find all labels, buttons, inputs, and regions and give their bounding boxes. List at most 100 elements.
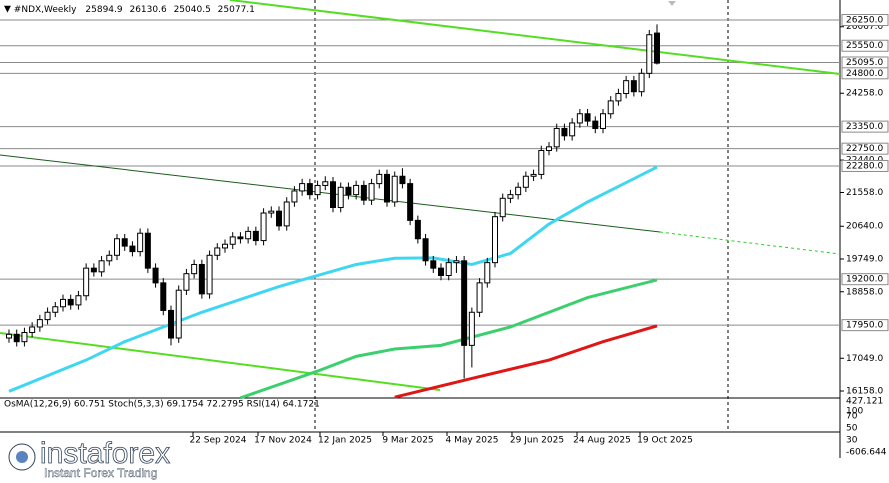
- candle-body: [492, 216, 498, 264]
- candle-body: [121, 238, 128, 247]
- candle-body: [484, 262, 491, 284]
- indicator-scale-label: 50: [846, 424, 858, 434]
- y-tick-label: 21558.0: [846, 188, 883, 198]
- level-box: [841, 142, 889, 155]
- candle-body: [283, 201, 290, 227]
- candle-body: [206, 254, 213, 295]
- level-label: 24800.0: [846, 69, 883, 79]
- candle-body: [584, 113, 591, 122]
- candle-body: [129, 245, 136, 253]
- candle-body: [600, 113, 606, 129]
- high: 26130.6: [129, 5, 166, 15]
- y-tick-label: 20640.0: [846, 222, 883, 232]
- candle-body: [345, 186, 352, 196]
- candle-body: [29, 326, 36, 333]
- candle-body: [607, 100, 614, 115]
- y-tick-label: 26067.0: [846, 22, 883, 32]
- candle-body: [183, 273, 190, 291]
- candle-body: [160, 282, 167, 311]
- candle-body: [391, 175, 398, 203]
- x-tick-label: 17 Nov 2024: [254, 436, 312, 446]
- candle-body: [21, 331, 28, 343]
- level-box: [841, 39, 889, 52]
- candle-body: [399, 175, 406, 185]
- logo-icon: [16, 451, 28, 463]
- candle-body: [576, 113, 583, 124]
- candle-body: [561, 127, 568, 137]
- indicator-header: OsMA(12,26,9) 60.751 Stoch(5,3,3) 69.175…: [4, 400, 320, 410]
- level-box: [841, 159, 889, 172]
- candle-body: [553, 127, 560, 148]
- candle-body: [407, 183, 414, 221]
- candle-body: [90, 267, 97, 273]
- logo-name: instaforex: [40, 437, 170, 470]
- y-tick-label: 24258.0: [846, 89, 883, 99]
- level-label: 22750.0: [846, 144, 883, 154]
- level-box: [841, 273, 889, 286]
- logo: instaforex Instant Forex Trading: [8, 437, 170, 480]
- candle-body: [569, 122, 576, 137]
- candle-body: [376, 173, 383, 185]
- candle-body: [546, 146, 552, 152]
- candle-body: [453, 260, 460, 264]
- trend-line: [659, 231, 841, 255]
- candle-body: [430, 260, 437, 269]
- candle-body: [438, 267, 444, 277]
- indicator-scale-label: 30: [846, 436, 858, 446]
- candle-body: [168, 309, 174, 339]
- candle-body: [538, 150, 545, 175]
- candle-body: [276, 210, 282, 227]
- candle-body: [499, 197, 506, 218]
- header: ▼ #NDX,Weekly 25894.9 26130.6 25040.5 25…: [4, 5, 255, 15]
- trend-line: [229, 0, 841, 75]
- candle-body: [13, 333, 20, 343]
- x-tick-label: 24 Aug 2025: [573, 436, 631, 446]
- level-label: 17950.0: [846, 321, 883, 331]
- candle-body: [52, 306, 59, 313]
- x-tick-label: 4 May 2025: [446, 436, 499, 446]
- candle-body: [414, 219, 421, 240]
- trend-line: [0, 332, 441, 391]
- level-box: [841, 67, 889, 80]
- candle-body: [222, 243, 228, 249]
- candle-body: [507, 194, 514, 199]
- x-tick-label: 19 Oct 2025: [637, 436, 693, 446]
- y-tick-label: 18858.0: [846, 287, 883, 297]
- y-tick-label: 19749.0: [846, 255, 883, 265]
- candle-body: [353, 184, 360, 196]
- candle-body: [137, 232, 144, 253]
- close: 25077.1: [218, 5, 255, 15]
- y-tick-label: 16158.0: [846, 387, 883, 397]
- candle-body: [530, 173, 537, 177]
- candle-body: [422, 238, 429, 262]
- level-box: [841, 14, 889, 27]
- candle-body: [654, 32, 660, 64]
- candle-body: [476, 282, 483, 313]
- level-label: 25095.0: [846, 58, 883, 68]
- candle-body: [60, 298, 66, 308]
- candle-body: [515, 186, 522, 196]
- low: 25040.5: [174, 5, 211, 15]
- candle-body: [384, 173, 390, 203]
- symbol: #NDX,Weekly: [14, 5, 77, 15]
- candle-body: [106, 254, 113, 262]
- candle-body: [44, 311, 51, 321]
- candle-body: [268, 210, 275, 214]
- candle-body: [83, 267, 90, 297]
- candle-body: [299, 183, 306, 192]
- candle-body: [368, 183, 375, 201]
- candle-body: [6, 333, 12, 339]
- moving-average: [8, 165, 658, 393]
- candle-body: [152, 267, 159, 284]
- candle-body: [330, 181, 336, 208]
- level-label: 26250.0: [846, 16, 883, 26]
- candle-body: [630, 80, 637, 93]
- candle-body: [67, 298, 74, 306]
- candle-body: [615, 93, 622, 102]
- level-label: 22280.0: [846, 161, 883, 171]
- x-tick-label: 12 Jan 2025: [318, 436, 372, 446]
- candle-body: [175, 289, 182, 339]
- candle-body: [360, 184, 367, 201]
